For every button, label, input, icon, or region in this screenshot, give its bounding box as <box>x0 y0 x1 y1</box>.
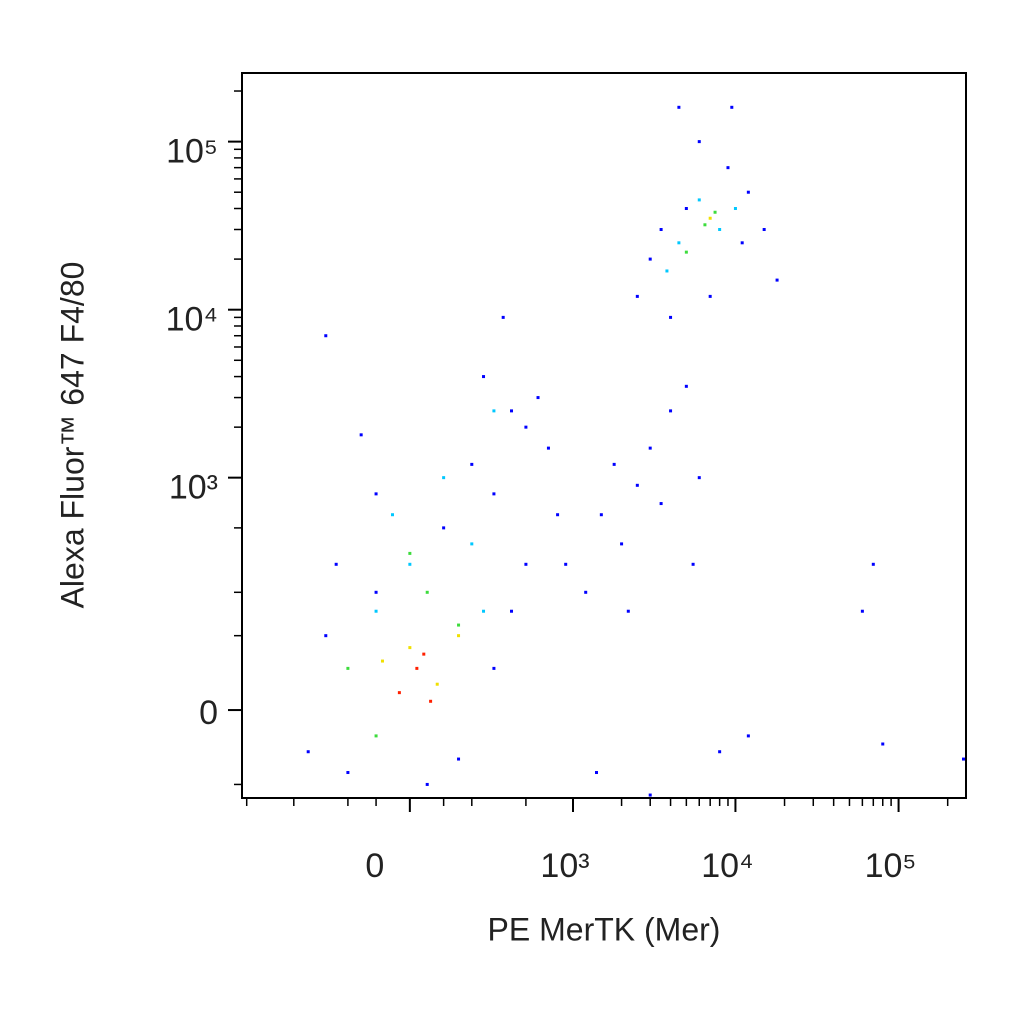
data-point <box>546 446 550 450</box>
data-point <box>697 476 701 480</box>
data-point <box>648 793 652 797</box>
data-point <box>374 590 378 594</box>
data-point <box>397 691 401 695</box>
data-point <box>599 513 603 517</box>
data-point <box>482 609 486 613</box>
data-point <box>492 492 496 496</box>
data-point <box>584 590 588 594</box>
data-point <box>718 228 722 232</box>
data-point <box>677 241 681 245</box>
data-point <box>492 666 496 670</box>
data-point <box>733 207 737 211</box>
data-point <box>635 294 639 298</box>
data-point <box>669 409 673 413</box>
data-point <box>669 315 673 319</box>
data-point <box>524 425 528 429</box>
x-axis-label: PE MerTK (Mer) <box>488 911 721 947</box>
data-point <box>408 562 412 566</box>
data-point <box>425 782 429 786</box>
data-point <box>881 742 885 746</box>
data-point <box>762 228 766 232</box>
data-point <box>648 257 652 261</box>
data-point <box>510 609 514 613</box>
data-point <box>860 609 864 613</box>
data-point <box>435 682 439 686</box>
data-point <box>659 228 663 232</box>
x-tick-label: 10⁴ <box>701 847 753 885</box>
data-point <box>422 652 426 656</box>
data-point <box>648 446 652 450</box>
y-tick-label: 10⁴ <box>166 301 218 339</box>
data-point <box>415 666 419 670</box>
data-point <box>659 502 663 506</box>
data-point <box>324 334 328 338</box>
data-point <box>626 609 630 613</box>
data-point <box>408 646 412 650</box>
plot-frame <box>241 72 967 799</box>
data-point <box>457 757 461 761</box>
y-tick-label: 0 <box>199 694 218 732</box>
data-point <box>442 526 446 530</box>
y-tick-label: 10⁵ <box>166 133 218 171</box>
data-point <box>408 551 412 555</box>
data-point <box>612 462 616 466</box>
data-point <box>730 105 734 109</box>
data-point <box>470 542 474 546</box>
data-point <box>677 105 681 109</box>
data-point <box>746 734 750 738</box>
data-point <box>961 757 965 761</box>
data-point <box>684 250 688 254</box>
data-point <box>324 634 328 638</box>
data-point <box>524 562 528 566</box>
data-point <box>442 476 446 480</box>
data-point <box>470 462 474 466</box>
data-point <box>746 190 750 194</box>
data-point <box>390 513 394 517</box>
data-point <box>594 771 598 775</box>
data-point <box>457 634 461 638</box>
data-point <box>697 198 701 202</box>
data-point <box>620 542 624 546</box>
x-tick-label: 10⁵ <box>865 847 917 885</box>
data-point <box>346 771 350 775</box>
data-point <box>374 609 378 613</box>
data-point <box>684 384 688 388</box>
data-point <box>556 513 560 517</box>
data-point <box>334 562 338 566</box>
data-point <box>306 750 310 754</box>
data-point <box>359 433 363 437</box>
data-point <box>691 562 695 566</box>
data-point <box>429 699 433 703</box>
y-tick-label: 10³ <box>169 469 218 507</box>
data-point <box>740 241 744 245</box>
data-point <box>684 207 688 211</box>
data-point <box>708 216 712 220</box>
data-point <box>871 562 875 566</box>
data-point <box>775 278 779 282</box>
data-point <box>713 210 717 214</box>
data-point <box>726 166 730 170</box>
data-point <box>703 223 707 227</box>
data-point <box>708 294 712 298</box>
data-point <box>346 666 350 670</box>
data-point <box>564 562 568 566</box>
data-point <box>374 492 378 496</box>
data-point <box>718 750 722 754</box>
data-point <box>665 269 669 273</box>
data-point <box>457 623 461 627</box>
y-axis-label: Alexa Fluor™ 647 F4/80 <box>54 262 90 609</box>
data-point <box>492 409 496 413</box>
data-point <box>510 409 514 413</box>
data-point <box>536 396 540 400</box>
data-point <box>380 659 384 663</box>
data-point <box>482 375 486 379</box>
data-point <box>374 734 378 738</box>
data-point <box>501 315 505 319</box>
x-tick-label: 0 <box>365 847 384 885</box>
data-point <box>425 590 429 594</box>
data-point <box>635 483 639 487</box>
data-point <box>697 140 701 144</box>
x-tick-label: 10³ <box>540 847 589 885</box>
